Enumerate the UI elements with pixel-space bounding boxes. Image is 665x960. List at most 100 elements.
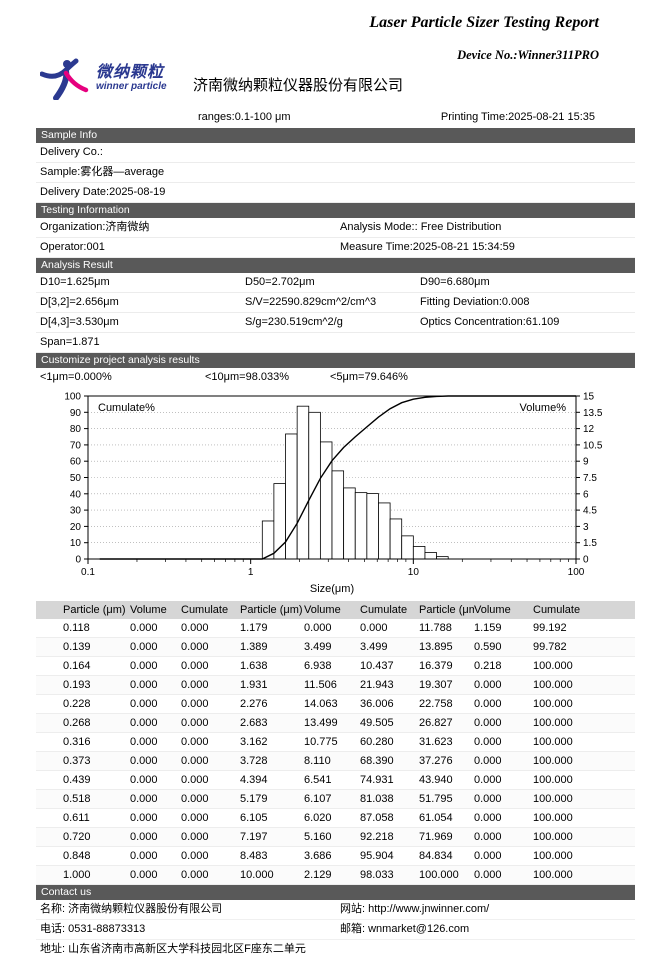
table-cell: 60.280 <box>360 736 394 748</box>
d90-value: D90=6.680μm <box>420 276 490 288</box>
contact-row-1: 名称: 济南微纳颗粒仪器股份有限公司 网站: http://www.jnwinn… <box>36 900 635 920</box>
fitting-deviation: Fitting Deviation:0.008 <box>420 296 530 308</box>
table-cell: 98.033 <box>360 869 394 881</box>
table-cell: 0.373 <box>63 755 91 767</box>
table-cell: 0.000 <box>474 755 502 767</box>
table-cell: 0.000 <box>474 717 502 729</box>
table-cell: 8.483 <box>240 850 268 862</box>
table-cell: 7.197 <box>240 831 268 843</box>
table-header-cell: Volume <box>474 604 511 616</box>
table-cell: 0.000 <box>181 850 209 862</box>
d50-value: D50=2.702μm <box>245 276 315 288</box>
table-cell: 99.192 <box>533 622 567 634</box>
table-cell: 4.394 <box>240 774 268 786</box>
report-meta: ranges:0.1-100 μm Printing Time:2025-08-… <box>36 111 635 123</box>
table-cell: 100.000 <box>533 698 573 710</box>
table-cell: 0.268 <box>63 717 91 729</box>
volume-bar <box>389 518 403 560</box>
left-tick-label: 80 <box>70 424 82 435</box>
table-cell: 84.834 <box>419 850 453 862</box>
table-cell: 0.316 <box>63 736 91 748</box>
table-cell: 26.827 <box>419 717 453 729</box>
testing-row-1: Organization:济南微纳 Analysis Mode:: Free D… <box>36 218 635 238</box>
table-cell: 6.105 <box>240 812 268 824</box>
left-tick-label: 70 <box>70 440 82 451</box>
report-header: Laser Particle Sizer Testing Report Devi… <box>36 0 635 128</box>
table-header-cell: Cumulate <box>181 604 229 616</box>
volume-bar <box>424 552 437 560</box>
company-logo: 微纳颗粒 winner particle <box>39 58 167 105</box>
distribution-chart: 010203040506070809010001.534.567.5910.51… <box>64 392 603 596</box>
table-cell: 100.000 <box>533 869 573 881</box>
right-tick-label: 13.5 <box>583 408 603 419</box>
table-cell: 0.000 <box>181 774 209 786</box>
delivery-co: Delivery Co.: <box>36 143 635 163</box>
volume-bar <box>354 492 368 560</box>
table-cell: 5.160 <box>304 831 332 843</box>
table-row: 0.164 0.000 0.000 1.638 6.938 10.437 16.379 0.2… <box>36 657 635 676</box>
table-cell: 0.518 <box>63 793 91 805</box>
table-cell: 1.638 <box>240 660 268 672</box>
x-axis-title: Size(μm) <box>310 583 354 595</box>
table-cell: 0.000 <box>181 793 209 805</box>
table-cell: 3.162 <box>240 736 268 748</box>
table-cell: 100.000 <box>533 736 573 748</box>
volume-bar <box>378 502 391 560</box>
volume-bar <box>308 411 321 560</box>
table-header-cell: Particle (μm) <box>63 604 126 616</box>
table-cell: 0.000 <box>130 755 158 767</box>
table-cell: 2.683 <box>240 717 268 729</box>
x-tick-label: 0.1 <box>81 567 95 578</box>
table-cell: 43.940 <box>419 774 453 786</box>
table-cell: 0.000 <box>474 698 502 710</box>
measure-time: Measure Time:2025-08-21 15:34:59 <box>340 241 515 253</box>
x-tick-label: 100 <box>568 567 585 578</box>
table-cell: 0.000 <box>181 679 209 691</box>
organization: Organization:济南微纳 <box>40 221 150 233</box>
x-tick-label: 1 <box>248 567 254 578</box>
sg-value: S/g=230.519cm^2/g <box>245 316 343 328</box>
customize-values: <1μm=0.000% <10μm=98.033% <5μm=79.646% <box>36 368 635 387</box>
contact-address: 地址: 山东省济南市高新区大学科技园北区F座东二单元 <box>40 943 306 955</box>
analysis-row-1: D10=1.625μm D50=2.702μm D90=6.680μm <box>36 273 635 293</box>
table-cell: 11.506 <box>304 679 337 691</box>
table-cell: 19.307 <box>419 679 453 691</box>
particle-table-header: Particle (μm) Volume Cumulate Particle (μm)… <box>36 601 635 619</box>
table-cell: 5.179 <box>240 793 268 805</box>
table-cell: 0.000 <box>130 774 158 786</box>
table-row: 0.118 0.000 0.000 1.179 0.000 0.000 11.788 1.15… <box>36 619 635 638</box>
d43-value: D[4,3]=3.530μm <box>40 316 119 328</box>
table-cell: 0.720 <box>63 831 91 843</box>
table-cell: 22.758 <box>419 698 453 710</box>
table-cell: 1.179 <box>240 622 268 634</box>
right-tick-label: 15 <box>583 392 595 403</box>
table-cell: 81.038 <box>360 793 394 805</box>
table-row: 0.611 0.000 0.000 6.105 6.020 87.058 61.054 0.0… <box>36 809 635 828</box>
table-cell: 0.611 <box>63 812 90 824</box>
left-tick-label: 100 <box>64 392 81 403</box>
table-cell: 0.000 <box>474 831 502 843</box>
table-row: 0.373 0.000 0.000 3.728 8.110 68.390 37.276 0.0… <box>36 752 635 771</box>
table-cell: 1.159 <box>474 622 502 634</box>
table-row: 0.193 0.000 0.000 1.931 11.506 21.943 19.307 0.… <box>36 676 635 695</box>
table-cell: 0.000 <box>181 622 209 634</box>
table-cell: 61.054 <box>419 812 453 824</box>
volume-bar <box>319 441 333 560</box>
d32-value: D[3,2]=2.656μm <box>40 296 119 308</box>
table-cell: 100.000 <box>533 679 573 691</box>
right-tick-label: 4.5 <box>583 506 597 517</box>
table-cell: 0.000 <box>181 736 209 748</box>
volume-bar <box>331 470 345 560</box>
d10-value: D10=1.625μm <box>40 276 110 288</box>
table-row: 0.139 0.000 0.000 1.389 3.499 3.499 13.895 0.59… <box>36 638 635 657</box>
under-1um: <1μm=0.000% <box>40 371 112 383</box>
table-cell: 100.000 <box>533 660 573 672</box>
table-cell: 0.228 <box>63 698 91 710</box>
analysis-row-3: D[4,3]=3.530μm S/g=230.519cm^2/g Optics … <box>36 313 635 333</box>
winner-figure-icon <box>39 58 92 105</box>
table-cell: 74.931 <box>360 774 394 786</box>
table-cell: 16.379 <box>419 660 453 672</box>
delivery-date: Delivery Date:2025-08-19 <box>36 183 635 203</box>
table-cell: 0.000 <box>181 660 209 672</box>
left-tick-label: 30 <box>70 506 82 517</box>
